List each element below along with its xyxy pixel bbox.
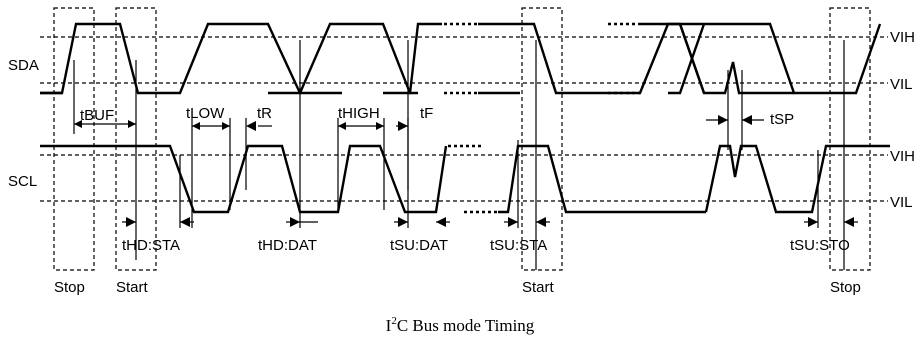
start-label-mid: Start <box>522 279 555 296</box>
caption-prefix: I <box>386 316 392 335</box>
t-hd-sta-label: tHD:STA <box>122 237 180 254</box>
sda-label: SDA <box>8 57 39 74</box>
caption-rest: C Bus mode Timing <box>397 316 535 335</box>
diagram-caption: I2C Bus mode Timing <box>386 315 535 335</box>
t-high-label: tHIGH <box>338 105 380 122</box>
stop-label-right: Stop <box>830 279 861 296</box>
vih-label-sda: VIH <box>890 29 915 46</box>
stop-condition-box-right <box>829 7 871 271</box>
start-condition-box-left <box>115 7 157 271</box>
t-su-sta-label: tSU:STA <box>490 237 547 254</box>
scl-label: SCL <box>8 173 37 190</box>
vil-label-sda: VIL <box>890 76 913 93</box>
caption-superscript: 2 <box>391 315 397 327</box>
t-low-label: tLOW <box>186 105 225 122</box>
stop-label-left: Stop <box>54 279 85 296</box>
sda-waveform <box>40 22 882 95</box>
t-r-label: tR <box>257 105 272 122</box>
t-f-label: tF <box>420 105 433 122</box>
t-hd-dat-label: tHD:DAT <box>258 237 317 254</box>
t-sp-label: tSP <box>770 111 794 128</box>
vih-label-scl: VIH <box>890 148 915 165</box>
start-label-left: Start <box>116 279 149 296</box>
vil-label-scl: VIL <box>890 194 913 211</box>
t-su-dat-label: tSU:DAT <box>390 237 448 254</box>
timing-markers <box>73 40 858 270</box>
scl-waveform <box>40 144 890 214</box>
stop-condition-box-left <box>53 7 95 271</box>
t-buf-label: tBUF <box>80 107 114 124</box>
start-condition-box-mid <box>521 7 563 271</box>
t-su-sto-label: tSU:STO <box>790 237 850 254</box>
